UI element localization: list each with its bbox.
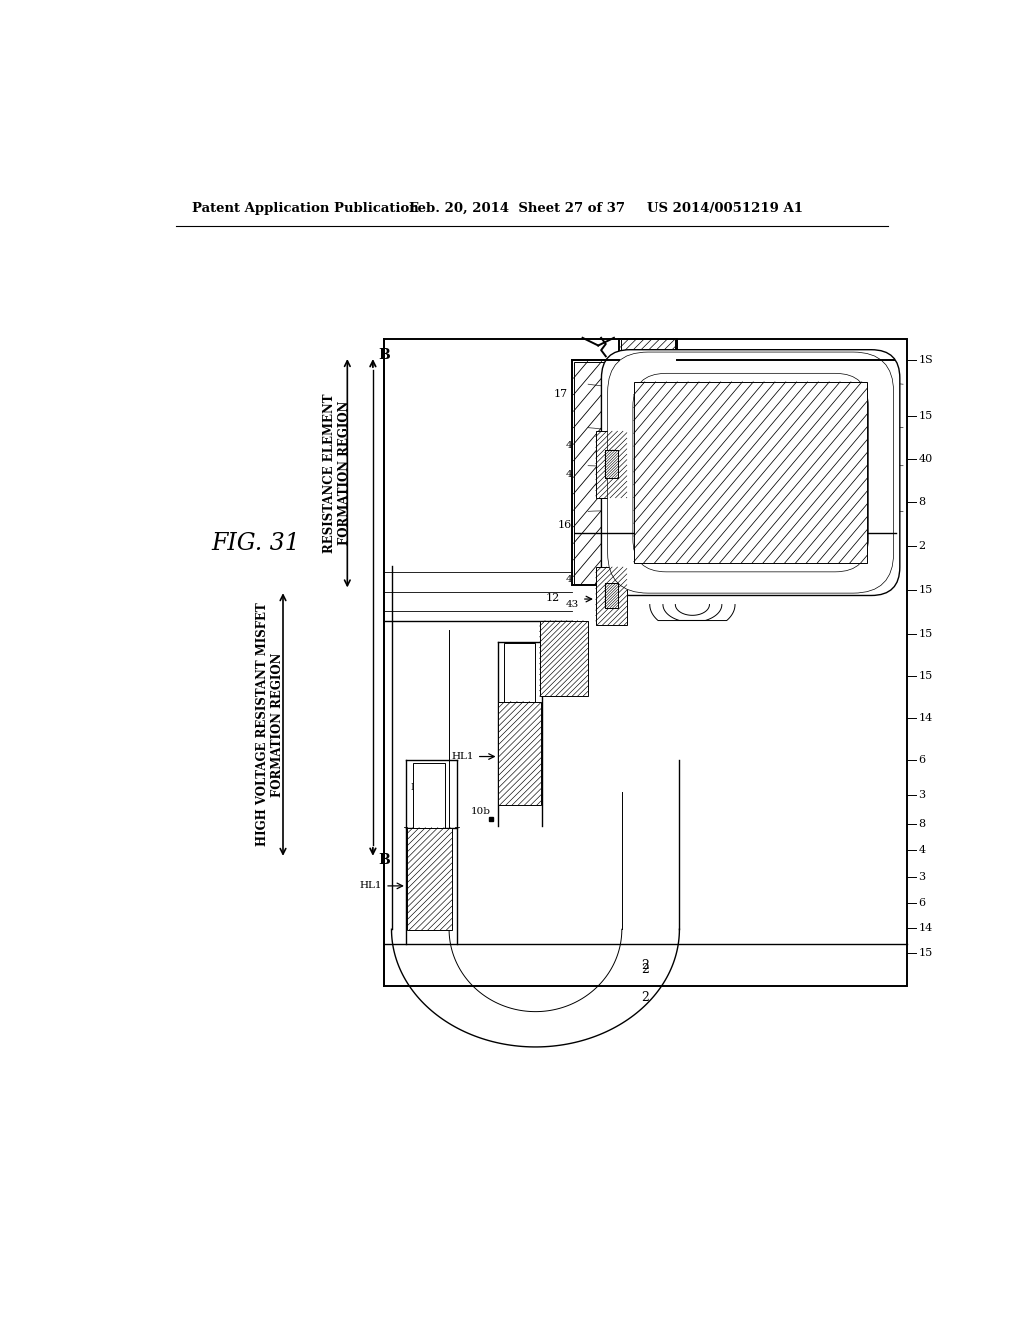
Text: 2: 2 — [641, 958, 649, 972]
Text: 6: 6 — [919, 899, 926, 908]
FancyBboxPatch shape — [601, 350, 900, 595]
Bar — [596, 568, 627, 626]
Bar — [573, 362, 892, 583]
Text: 15: 15 — [919, 585, 933, 595]
Text: HL1: HL1 — [359, 882, 382, 891]
Text: Feb. 20, 2014  Sheet 27 of 37: Feb. 20, 2014 Sheet 27 of 37 — [409, 202, 625, 215]
Text: 42: 42 — [565, 441, 579, 450]
Text: 8: 8 — [919, 498, 926, 507]
Text: 12: 12 — [546, 593, 560, 603]
Bar — [621, 339, 676, 360]
Bar — [413, 763, 445, 828]
Text: FIG. 31: FIG. 31 — [212, 532, 300, 554]
Text: 4: 4 — [919, 845, 926, 855]
Text: 14: 14 — [919, 923, 933, 933]
Text: 10b: 10b — [471, 807, 492, 816]
Text: 6: 6 — [919, 755, 926, 764]
Bar — [499, 701, 541, 805]
Bar — [618, 339, 677, 360]
Text: 15: 15 — [919, 671, 933, 681]
Text: 16: 16 — [558, 520, 572, 531]
Text: 14: 14 — [919, 713, 933, 723]
Text: Patent Application Publication: Patent Application Publication — [191, 202, 418, 215]
Text: 40: 40 — [919, 454, 933, 465]
FancyBboxPatch shape — [633, 374, 868, 572]
Text: 3: 3 — [919, 873, 926, 883]
Bar — [605, 583, 617, 607]
Text: 2: 2 — [641, 962, 649, 975]
FancyBboxPatch shape — [607, 352, 894, 593]
Text: 15: 15 — [919, 948, 933, 957]
Text: 2: 2 — [641, 991, 649, 1005]
Bar — [384, 339, 907, 986]
Text: HIGH VOLTAGE RESISTANT MISFET
FORMATION REGION: HIGH VOLTAGE RESISTANT MISFET FORMATION … — [256, 603, 284, 846]
Text: B: B — [378, 853, 390, 867]
Bar — [605, 450, 617, 478]
Text: 8: 8 — [919, 820, 926, 829]
Text: 3: 3 — [919, 791, 926, 800]
Text: PLG1: PLG1 — [411, 783, 439, 792]
Bar — [540, 620, 588, 697]
Bar — [407, 828, 452, 929]
Text: 41: 41 — [577, 417, 590, 426]
Text: 15: 15 — [919, 628, 933, 639]
Bar — [605, 450, 617, 478]
Bar — [505, 643, 536, 701]
Text: HL1: HL1 — [452, 752, 474, 762]
Bar — [605, 583, 617, 607]
Bar — [634, 381, 867, 564]
Bar — [605, 583, 617, 607]
Bar — [605, 450, 617, 478]
Bar — [572, 360, 894, 585]
Text: 2: 2 — [919, 541, 926, 552]
Bar — [596, 432, 627, 498]
Text: PLG1: PLG1 — [505, 659, 534, 668]
FancyBboxPatch shape — [658, 395, 843, 550]
Text: 42: 42 — [565, 576, 579, 585]
Text: 15: 15 — [919, 411, 933, 421]
Text: 43: 43 — [565, 470, 579, 479]
Text: B: B — [378, 347, 390, 362]
Text: RESISTANCE ELEMENT
FORMATION REGION: RESISTANCE ELEMENT FORMATION REGION — [324, 393, 351, 553]
Text: 43: 43 — [565, 601, 579, 610]
Text: 17: 17 — [554, 389, 568, 400]
Text: US 2014/0051219 A1: US 2014/0051219 A1 — [647, 202, 803, 215]
Text: 1S: 1S — [919, 355, 933, 366]
